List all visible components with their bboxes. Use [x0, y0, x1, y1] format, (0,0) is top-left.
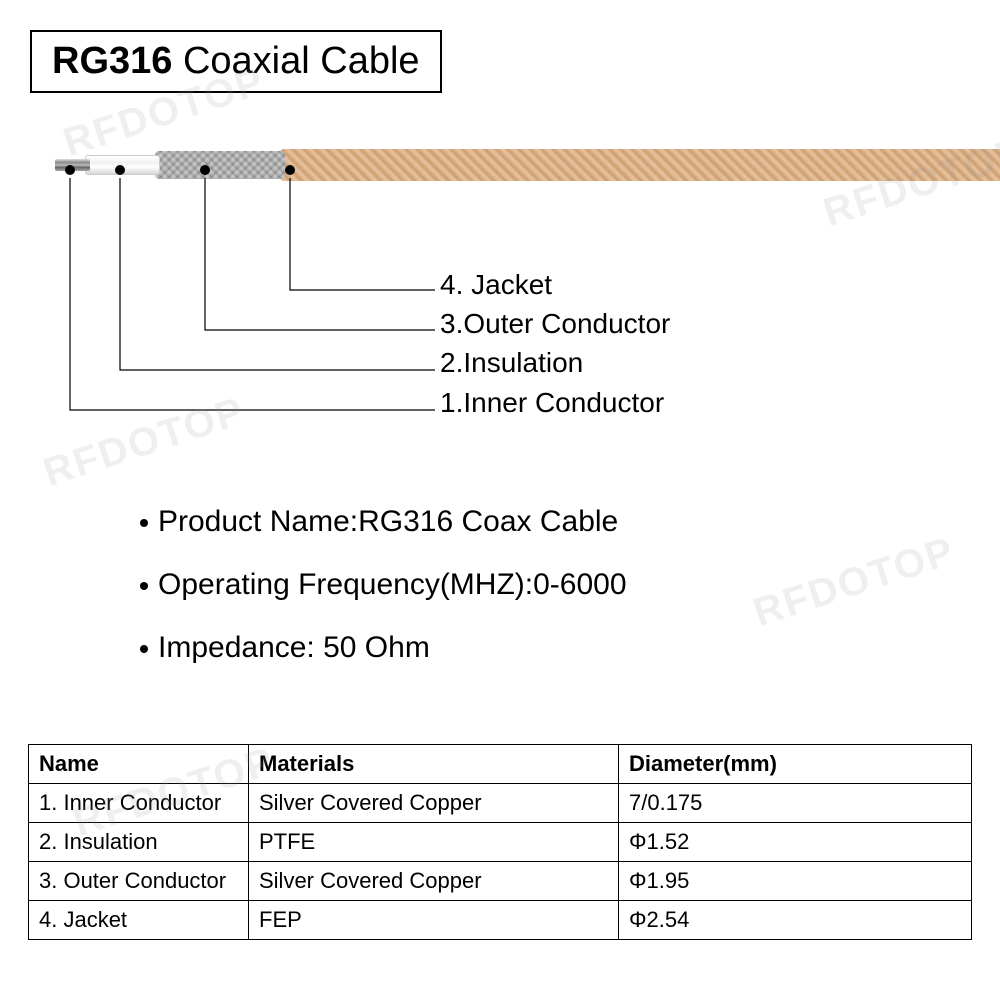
callout-dot	[200, 165, 210, 175]
table-cell: FEP	[249, 901, 619, 940]
cable-outer-conductor-layer	[155, 151, 285, 179]
title-strong: RG316	[52, 40, 172, 82]
spec-text: Product Name:RG316 Coax Cable	[158, 505, 618, 538]
callout-label-1: 1.Inner Conductor	[440, 383, 670, 422]
table-row: 4. JacketFEPΦ2.54	[29, 901, 972, 940]
callout-label-2: 2.Insulation	[440, 343, 670, 382]
table-cell: 2. Insulation	[29, 823, 249, 862]
table-header-row: Name Materials Diameter(mm)	[29, 745, 972, 784]
table-row: 1. Inner ConductorSilver Covered Copper7…	[29, 784, 972, 823]
table-header: Name	[29, 745, 249, 784]
table-cell: 3. Outer Conductor	[29, 862, 249, 901]
callout-labels: 4. Jacket 3.Outer Conductor 2.Insulation…	[440, 265, 670, 422]
spec-table: Name Materials Diameter(mm) 1. Inner Con…	[28, 744, 972, 940]
cable-jacket-layer	[280, 149, 1000, 181]
table-cell: PTFE	[249, 823, 619, 862]
spec-text: Operating Frequency(MHZ):0-6000	[158, 568, 627, 601]
title-box: RG316 Coaxial Cable	[30, 30, 442, 93]
table-cell: 7/0.175	[619, 784, 972, 823]
callout-dot	[65, 165, 75, 175]
watermark: RFDOTOP	[38, 389, 251, 496]
table-header: Materials	[249, 745, 619, 784]
spec-text: Impedance: 50 Ohm	[158, 631, 430, 664]
callout-dot	[115, 165, 125, 175]
bullet-icon	[140, 582, 148, 590]
table-cell: Φ1.52	[619, 823, 972, 862]
spec-list: Product Name:RG316 Coax Cable Operating …	[140, 490, 627, 679]
table-header: Diameter(mm)	[619, 745, 972, 784]
table-cell: 4. Jacket	[29, 901, 249, 940]
spec-item: Operating Frequency(MHZ):0-6000	[140, 553, 627, 616]
table-cell: 1. Inner Conductor	[29, 784, 249, 823]
table-cell: Silver Covered Copper	[249, 862, 619, 901]
callout-label-4: 4. Jacket	[440, 265, 670, 304]
callout-dot	[285, 165, 295, 175]
table-cell: Φ2.54	[619, 901, 972, 940]
cable-diagram	[55, 135, 1000, 195]
watermark: RFDOTOP	[748, 529, 961, 636]
title-rest: Coaxial Cable	[172, 40, 419, 82]
bullet-icon	[140, 645, 148, 653]
callout-label-3: 3.Outer Conductor	[440, 304, 670, 343]
table-cell: Silver Covered Copper	[249, 784, 619, 823]
spec-item: Impedance: 50 Ohm	[140, 616, 627, 679]
table-row: 3. Outer ConductorSilver Covered CopperΦ…	[29, 862, 972, 901]
bullet-icon	[140, 519, 148, 527]
spec-item: Product Name:RG316 Coax Cable	[140, 490, 627, 553]
table-cell: Φ1.95	[619, 862, 972, 901]
table-row: 2. InsulationPTFEΦ1.52	[29, 823, 972, 862]
